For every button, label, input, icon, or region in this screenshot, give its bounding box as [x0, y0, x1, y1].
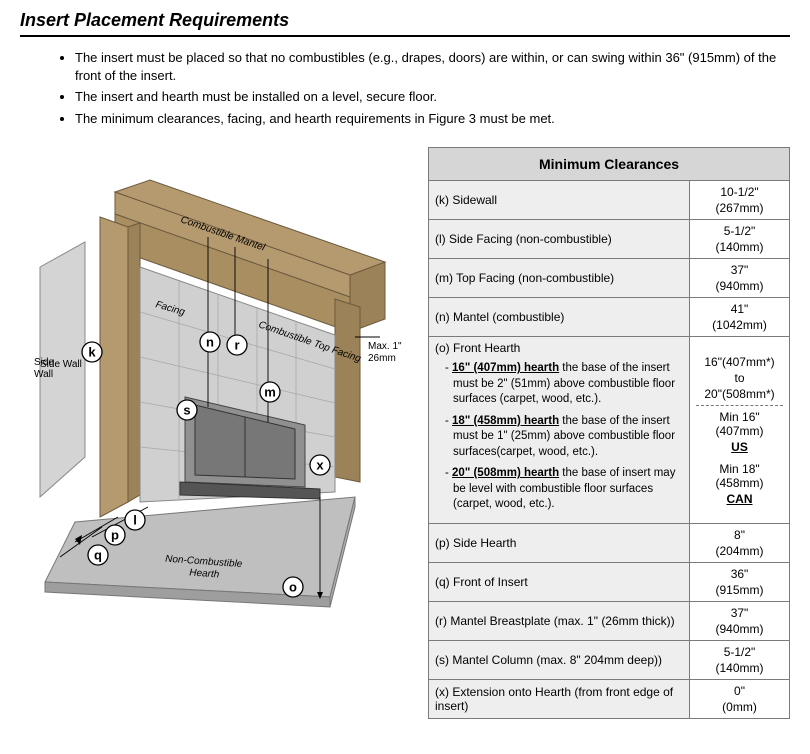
cell-val: 41"(1042mm)	[696, 302, 783, 332]
table-row: (l) Side Facing (non-combustible)5-1/2"(…	[429, 220, 790, 259]
cell-val: 5-1/2"(140mm)	[696, 645, 783, 675]
svg-text:q: q	[94, 548, 102, 563]
table-row: (r) Mantel Breastplate (max. 1" (26mm th…	[429, 601, 790, 640]
table-row-hearth: (o) Front Hearth - 16" (407mm) hearth th…	[429, 337, 790, 524]
table-row: (s) Mantel Column (max. 8" 204mm deep))5…	[429, 640, 790, 679]
table-row: (p) Side Hearth8"(204mm)	[429, 523, 790, 562]
diagram: Side Wall SideWall Combustible Mantel	[20, 147, 420, 630]
svg-text:x: x	[316, 458, 324, 473]
table-row: (x) Extension onto Hearth (from front ed…	[429, 679, 790, 718]
requirements-list: The insert must be placed so that no com…	[75, 49, 790, 127]
list-item: The insert and hearth must be installed …	[75, 88, 790, 106]
svg-text:r: r	[234, 338, 239, 353]
svg-text:k: k	[88, 345, 96, 360]
svg-text:l: l	[133, 513, 137, 528]
page-title: Insert Placement Requirements	[20, 10, 790, 37]
svg-text:p: p	[111, 528, 119, 543]
cell-val: 0"(0mm)	[696, 684, 783, 714]
list-item: The insert must be placed so that no com…	[75, 49, 790, 84]
svg-text:m: m	[264, 385, 276, 400]
svg-text:26mm: 26mm	[368, 353, 396, 364]
svg-text:SideWall: SideWall	[34, 357, 54, 380]
svg-text:n: n	[206, 335, 214, 350]
cell-val: 8"(204mm)	[696, 528, 783, 558]
list-item: The minimum clearances, facing, and hear…	[75, 110, 790, 128]
svg-text:o: o	[289, 580, 297, 595]
cell-val: 5-1/2"(140mm)	[696, 224, 783, 254]
svg-text:s: s	[183, 403, 190, 418]
table-row: (k) Sidewall10-1/2"(267mm)	[429, 181, 790, 220]
table-row: (q) Front of Insert36"(915mm)	[429, 562, 790, 601]
cell-val: 37"(940mm)	[696, 606, 783, 636]
cell-val: 36"(915mm)	[696, 567, 783, 597]
cell-val: 37"(940mm)	[696, 263, 783, 293]
cell-val: 10-1/2"(267mm)	[696, 185, 783, 215]
table-row: (m) Top Facing (non-combustible)37"(940m…	[429, 259, 790, 298]
table-header: Minimum Clearances	[429, 148, 790, 181]
table-row: (n) Mantel (combustible)41"(1042mm)	[429, 298, 790, 337]
svg-text:Max. 1": Max. 1"	[368, 341, 402, 352]
clearances-table: Minimum Clearances (k) Sidewall10-1/2"(2…	[428, 147, 790, 719]
